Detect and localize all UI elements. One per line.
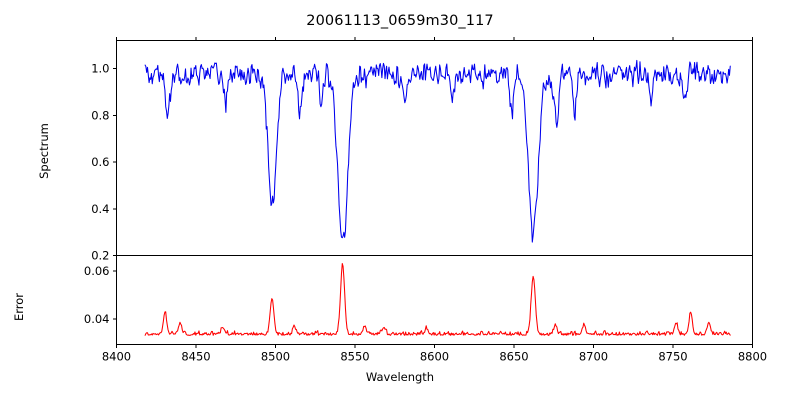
svg-text:1.0: 1.0 [91, 62, 109, 76]
svg-text:8500: 8500 [261, 350, 290, 364]
wavelength-axis-label: Wavelength [365, 370, 435, 384]
svg-text:0.04: 0.04 [84, 312, 110, 326]
svg-text:0.6: 0.6 [91, 155, 109, 169]
svg-text:8450: 8450 [181, 350, 210, 364]
error-panel: 0.04 0.06 8400 8450 8500 8550 8600 8650 8700 8750… [84, 255, 767, 364]
svg-text:0.8: 0.8 [91, 108, 109, 122]
svg-text:0.4: 0.4 [91, 202, 109, 216]
svg-text:8750: 8750 [658, 350, 687, 364]
error-line [144, 263, 731, 336]
spectrum-line [144, 59, 731, 243]
svg-text:8700: 8700 [579, 350, 608, 364]
svg-text:8650: 8650 [499, 350, 528, 364]
spectrum-panel: 0.2 0.4 0.6 0.8 1.0 [91, 37, 753, 263]
svg-text:0.06: 0.06 [84, 264, 110, 278]
svg-text:8550: 8550 [340, 350, 369, 364]
page-title: 20061113_0659m30_117 [306, 13, 494, 29]
svg-text:8600: 8600 [420, 350, 449, 364]
svg-text:0.2: 0.2 [91, 249, 109, 263]
svg-text:8400: 8400 [102, 350, 131, 364]
svg-text:8800: 8800 [738, 350, 767, 364]
